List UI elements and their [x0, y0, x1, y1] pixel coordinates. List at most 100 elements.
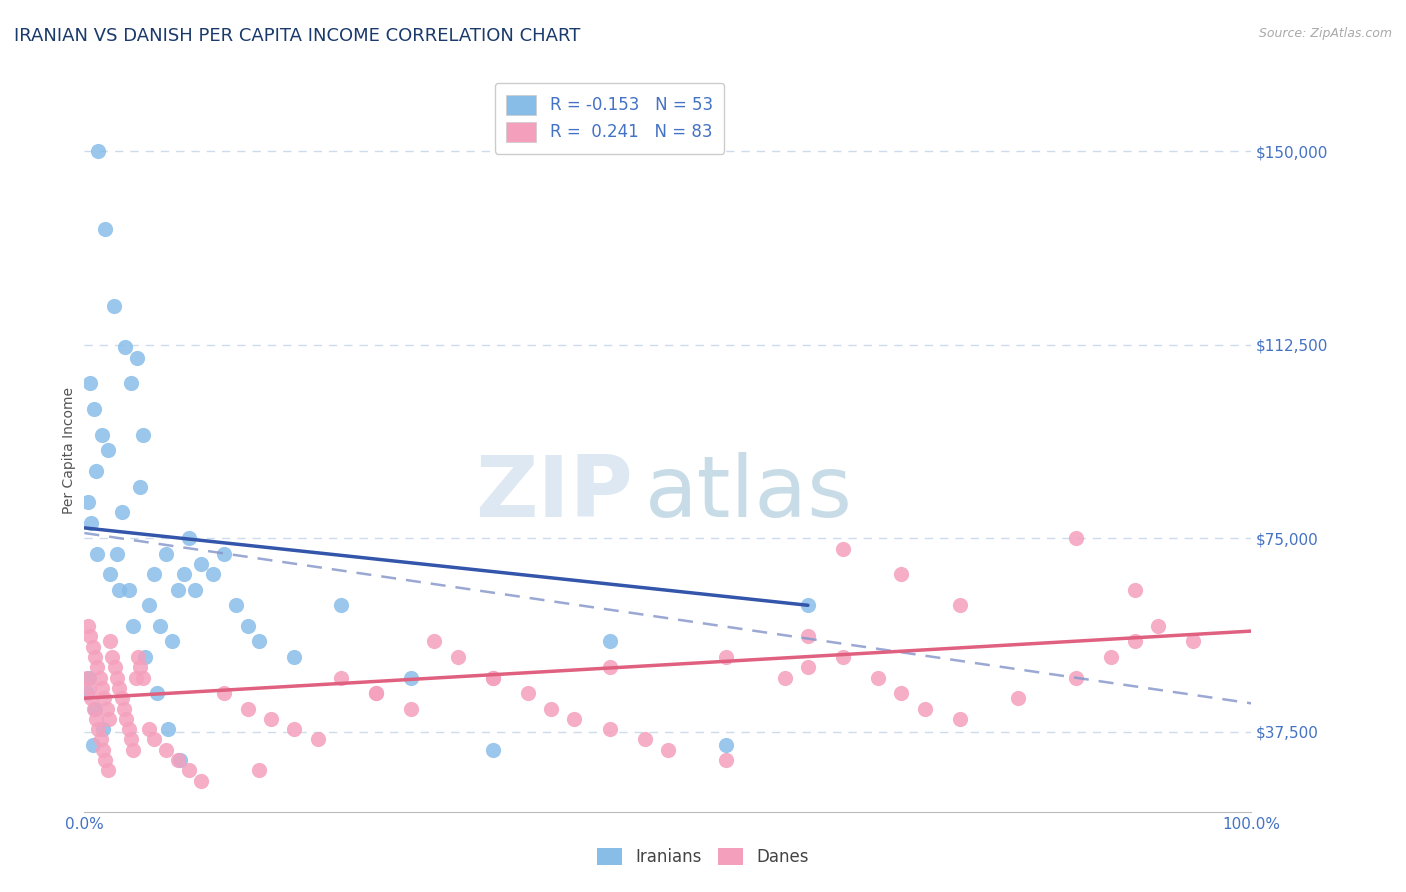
Point [105, 547, 128, 561]
Point [91, 743, 114, 757]
Point [97, 764, 120, 778]
Point [125, 671, 148, 685]
Point [797, 599, 820, 613]
Point [77, 681, 100, 695]
Point [129, 480, 152, 494]
Point [101, 649, 124, 664]
Point [83, 649, 105, 664]
Point [797, 629, 820, 643]
Point [1147, 619, 1170, 633]
Point [134, 649, 156, 664]
Point [90, 428, 112, 442]
Legend: R = -0.153   N = 53, R =  0.241   N = 83: R = -0.153 N = 53, R = 0.241 N = 83 [495, 83, 724, 153]
Point [77, 671, 100, 685]
Point [79, 376, 101, 391]
Point [111, 691, 134, 706]
Point [132, 428, 155, 442]
Point [179, 531, 201, 545]
Point [166, 753, 188, 767]
Point [125, 351, 148, 365]
Point [145, 686, 167, 700]
Point [249, 764, 271, 778]
Point [127, 649, 149, 664]
Point [173, 567, 195, 582]
Point [1099, 649, 1122, 664]
Point [599, 722, 621, 736]
Point [564, 712, 586, 726]
Point [115, 712, 138, 726]
Point [1066, 531, 1088, 545]
Point [114, 340, 136, 354]
Y-axis label: Per Capita Income: Per Capita Income [62, 387, 76, 514]
Point [832, 541, 855, 556]
Point [832, 649, 855, 664]
Point [160, 634, 183, 648]
Point [482, 671, 505, 685]
Point [1123, 582, 1146, 597]
Point [97, 443, 120, 458]
Point [190, 557, 212, 571]
Point [76, 619, 98, 633]
Point [773, 671, 796, 685]
Point [82, 640, 104, 654]
Point [93, 691, 115, 706]
Point [366, 686, 388, 700]
Point [260, 712, 283, 726]
Point [540, 701, 562, 715]
Point [949, 712, 972, 726]
Point [866, 671, 889, 685]
Point [399, 671, 422, 685]
Point [104, 660, 127, 674]
Point [366, 686, 388, 700]
Point [122, 743, 145, 757]
Point [90, 681, 112, 695]
Point [86, 547, 108, 561]
Point [94, 221, 117, 235]
Point [122, 619, 145, 633]
Point [157, 722, 180, 736]
Point [112, 701, 135, 715]
Text: ZIP: ZIP [475, 452, 633, 535]
Point [120, 732, 142, 747]
Point [79, 629, 101, 643]
Point [86, 660, 108, 674]
Point [249, 634, 271, 648]
Point [118, 722, 141, 736]
Point [166, 582, 188, 597]
Point [716, 738, 738, 752]
Point [87, 144, 110, 158]
Point [103, 299, 125, 313]
Point [83, 402, 105, 417]
Point [214, 547, 236, 561]
Point [890, 686, 912, 700]
Point [83, 701, 105, 715]
Point [98, 634, 121, 648]
Point [91, 722, 114, 736]
Point [97, 712, 120, 726]
Point [80, 516, 103, 530]
Point [108, 681, 131, 695]
Point [138, 599, 160, 613]
Point [94, 753, 117, 767]
Point [76, 495, 98, 509]
Text: Source: ZipAtlas.com: Source: ZipAtlas.com [1258, 27, 1392, 40]
Point [1007, 691, 1029, 706]
Point [447, 649, 470, 664]
Point [283, 722, 305, 736]
Point [1066, 671, 1088, 685]
Point [1123, 634, 1146, 648]
Point [87, 722, 110, 736]
Point [143, 732, 166, 747]
Point [716, 753, 738, 767]
Point [84, 712, 107, 726]
Point [143, 567, 166, 582]
Point [399, 701, 422, 715]
Point [1182, 634, 1205, 648]
Point [890, 567, 912, 582]
Point [236, 701, 259, 715]
Point [214, 686, 236, 700]
Point [76, 671, 98, 685]
Text: IRANIAN VS DANISH PER CAPITA INCOME CORRELATION CHART: IRANIAN VS DANISH PER CAPITA INCOME CORR… [14, 27, 581, 45]
Point [283, 649, 305, 664]
Point [190, 773, 212, 788]
